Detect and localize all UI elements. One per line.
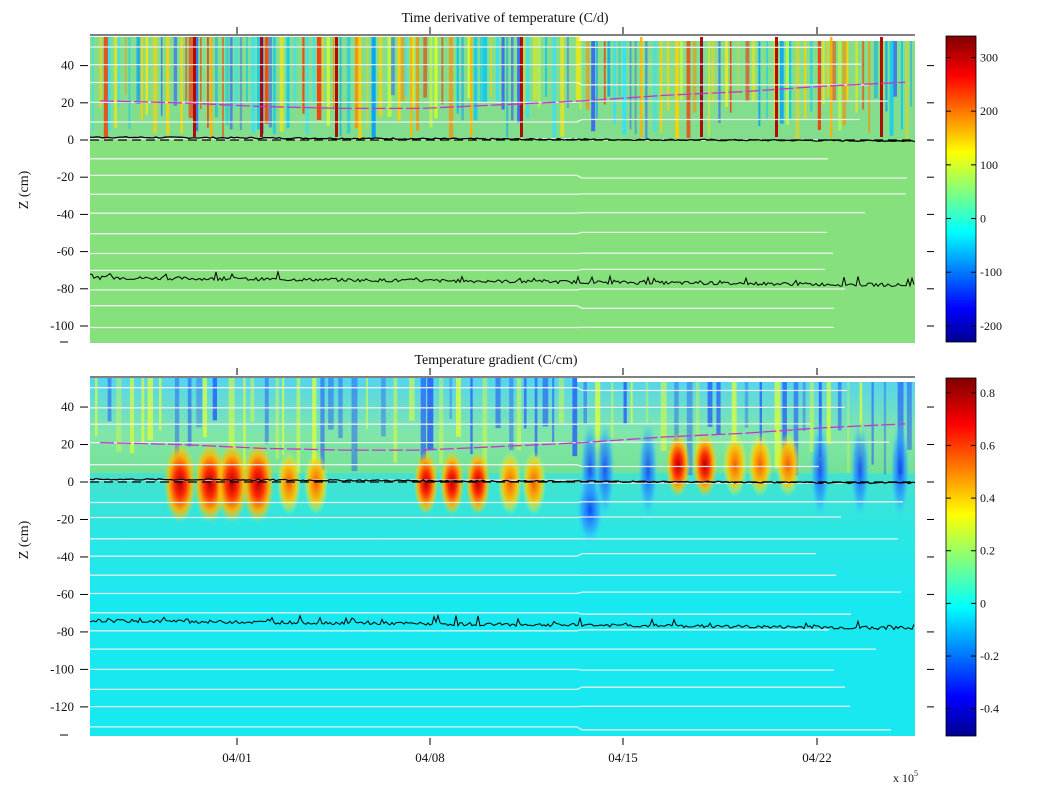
panel-2-x-axis: 04/01 04/08 04/15 04/22 [222, 368, 832, 765]
panel-1-right-ticks [927, 65, 934, 327]
y-tick-label: -120 [50, 699, 74, 714]
colorbar-tick-label: -100 [980, 265, 1002, 279]
colorbar-tick-label: 100 [980, 158, 998, 172]
y-tick-label: 20 [61, 95, 74, 110]
panel-1-heatmap [90, 37, 915, 343]
colorbar-tick-label: 0.6 [980, 438, 995, 452]
colorbar-tick-label: -200 [980, 319, 1002, 333]
panel-2-contour-lines [90, 387, 903, 731]
y-tick-label: 0 [68, 474, 75, 489]
panel-1-snow-surface [99, 81, 906, 110]
panel-1-lower-line [90, 269, 915, 288]
y-tick-label: 40 [61, 58, 74, 73]
panel-1-colorbar: 300 200 100 0 -100 -200 [945, 35, 1002, 343]
colorbar-tick-label: 0 [980, 212, 986, 226]
panel-1-stripes [92, 37, 912, 140]
colorbar-tick-label: -0.2 [980, 649, 999, 663]
panel-2: Temperature gradient (C/cm) Z (cm) 40 20 0… [17, 353, 999, 785]
panel-1-y-axis: 40 20 0 -20 -40 -60 -80 -100 [50, 58, 88, 343]
panel-2-title: Temperature gradient (C/cm) [414, 353, 577, 368]
x-tick-label: 04/08 [415, 750, 445, 765]
colorbar-tick-label: 0.2 [980, 544, 995, 558]
panel-2-y-axis: 40 20 0 -20 -40 -60 -80 -100 -120 [50, 399, 88, 736]
panel-1: Time derivative of temperature (C/d) Z (… [17, 11, 1002, 343]
y-tick-label: 20 [61, 437, 74, 452]
y-tick-label: -100 [50, 318, 74, 333]
panel-2-snow-surface [99, 423, 906, 451]
panel-1-title: Time derivative of temperature (C/d) [401, 11, 608, 26]
panel-1-x-ticks [236, 27, 818, 34]
x-tick-label: 04/22 [802, 750, 832, 765]
y-tick-label: -80 [57, 624, 74, 639]
colorbar-tick-label: 0 [980, 596, 986, 610]
y-tick-label: -80 [57, 281, 74, 296]
colorbar-tick-label: -0.4 [980, 702, 999, 716]
panel-2-colorbar: 0.8 0.6 0.4 0.2 0 -0.2 -0.4 [945, 377, 999, 737]
x-multiplier: x 105 [893, 769, 918, 785]
y-tick-label: -100 [50, 661, 74, 676]
y-tick-label: -20 [57, 511, 74, 526]
colorbar-tick-label: 300 [980, 50, 998, 64]
x-tick-label: 04/15 [608, 750, 638, 765]
panel-2-right-ticks [927, 406, 934, 708]
y-tick-label: 0 [68, 132, 75, 147]
panel-2-ylabel: Z (cm) [17, 520, 32, 559]
colorbar-tick-label: 0.4 [980, 491, 995, 505]
y-tick-label: -40 [57, 206, 74, 221]
y-tick-label: -60 [57, 586, 74, 601]
panel-2-lower-line [90, 613, 915, 631]
colorbar-tick-label: 0.8 [980, 386, 995, 400]
y-tick-label: -20 [57, 169, 74, 184]
x-tick-label: 04/01 [222, 750, 252, 765]
y-tick-label: -60 [57, 244, 74, 259]
y-tick-label: 40 [61, 399, 74, 414]
y-tick-label: -40 [57, 549, 74, 564]
colorbar-tick-label: 200 [980, 104, 998, 118]
panel-2-heatmap [90, 378, 915, 736]
panel-1-ylabel: Z (cm) [17, 170, 32, 209]
